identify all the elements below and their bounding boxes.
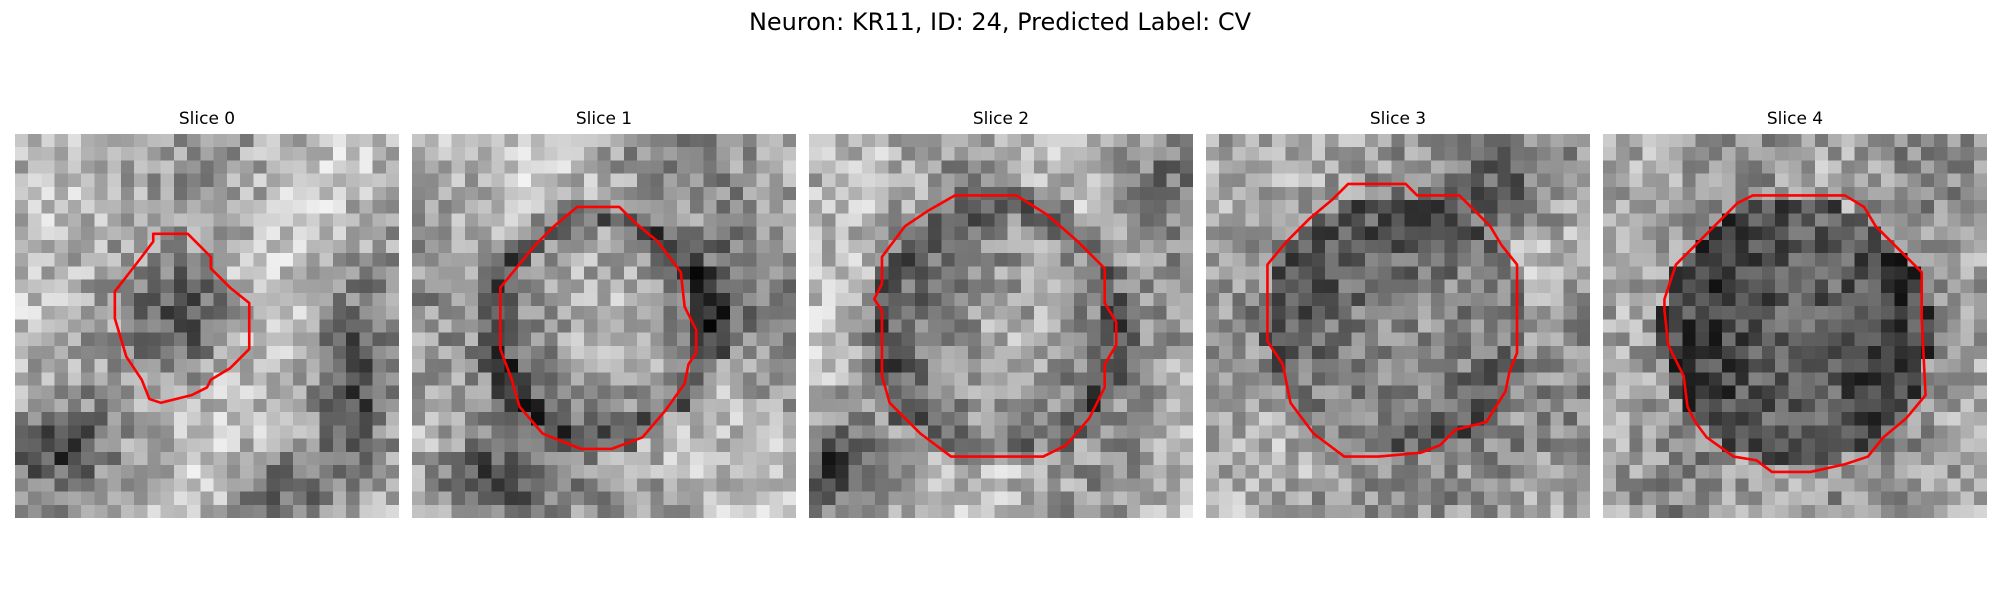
slice-image [15,134,399,518]
slice-image [1206,134,1590,518]
slice-panel: Slice 3 [1206,108,1590,518]
slice-title: Slice 4 [1603,108,1987,134]
slice-panel: Slice 1 [412,108,796,518]
slice-panel: Slice 0 [15,108,399,518]
slice-title: Slice 3 [1206,108,1590,134]
slice-title: Slice 2 [809,108,1193,134]
slice-title: Slice 1 [412,108,796,134]
slice-title: Slice 0 [15,108,399,134]
slice-panel: Slice 2 [809,108,1193,518]
slice-image [412,134,796,518]
slice-image [1603,134,1987,518]
figure-title: Neuron: KR11, ID: 24, Predicted Label: C… [0,6,2000,38]
slice-image [809,134,1193,518]
slice-panel: Slice 4 [1603,108,1987,518]
